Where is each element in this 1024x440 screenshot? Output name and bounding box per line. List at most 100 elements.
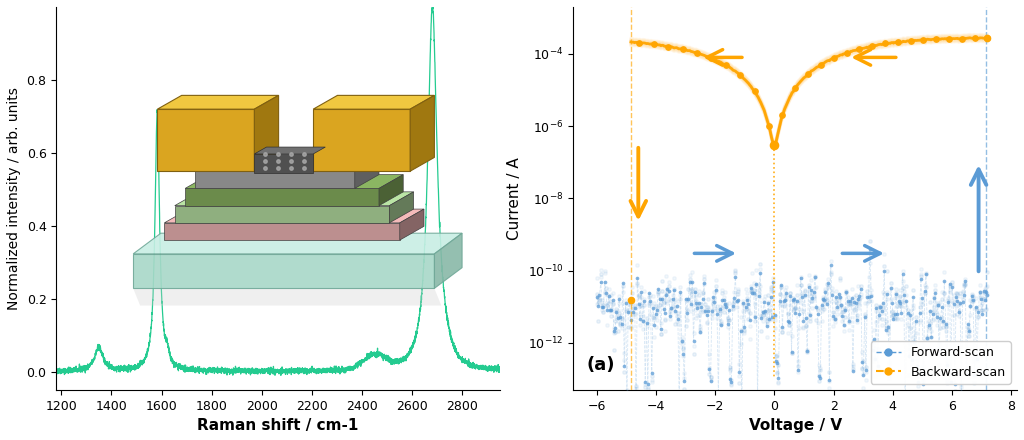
- Point: [944, 279, 961, 286]
- Point: [940, 302, 956, 309]
- Point: [660, 282, 677, 290]
- Point: [864, 357, 881, 364]
- Point: [908, 363, 925, 370]
- Point: [932, 317, 948, 324]
- Point: [692, 328, 709, 335]
- Point: [915, 378, 932, 385]
- Point: [742, 283, 759, 290]
- Point: [725, 305, 741, 312]
- Point: [671, 391, 687, 398]
- Point: [775, 303, 792, 310]
- Point: [667, 296, 683, 303]
- Point: [600, 300, 616, 307]
- Point: [879, 289, 895, 296]
- Point: [809, 311, 825, 318]
- Point: [664, 304, 680, 312]
- Point: [883, 284, 899, 291]
- Point: [859, 292, 876, 299]
- Point: [795, 317, 811, 324]
- Point: [589, 275, 605, 282]
- Point: [964, 292, 980, 299]
- Point: [623, 325, 639, 332]
- Point: [927, 298, 943, 305]
- Point: [856, 312, 872, 319]
- Point: [674, 338, 690, 345]
- Point: [930, 301, 946, 308]
- Point: [750, 396, 766, 403]
- Point: [837, 306, 853, 313]
- Point: [658, 292, 675, 299]
- Point: [689, 301, 706, 308]
- Point: [914, 300, 931, 307]
- Point: [649, 317, 666, 324]
- Point: [887, 314, 903, 321]
- Point: [713, 321, 729, 328]
- Point: [856, 314, 872, 321]
- Point: [602, 297, 618, 304]
- Point: [766, 324, 782, 331]
- Point: [751, 281, 767, 288]
- Point: [827, 294, 844, 301]
- Point: [780, 318, 797, 325]
- Point: [712, 306, 728, 313]
- Point: [948, 296, 965, 303]
- Point: [815, 294, 831, 301]
- Point: [923, 352, 939, 359]
- Point: [665, 296, 681, 303]
- Point: [645, 314, 662, 321]
- Point: [732, 340, 749, 347]
- Point: [939, 380, 955, 387]
- Point: [719, 320, 735, 327]
- Point: [894, 270, 910, 277]
- Point: [632, 311, 648, 318]
- Point: [590, 299, 606, 306]
- Point: [711, 391, 727, 398]
- Point: [768, 352, 784, 359]
- Point: [717, 300, 733, 307]
- Point: [827, 288, 844, 295]
- Point: [650, 290, 667, 297]
- Point: [798, 314, 814, 321]
- Point: [658, 273, 675, 280]
- Point: [941, 35, 957, 42]
- Point: [877, 251, 893, 258]
- Point: [722, 366, 738, 373]
- Point: [923, 334, 939, 341]
- Point: [701, 351, 718, 358]
- Point: [635, 312, 651, 319]
- Point: [925, 310, 941, 317]
- Point: [731, 373, 748, 380]
- Point: [696, 279, 713, 286]
- Point: [839, 289, 855, 296]
- Point: [693, 308, 710, 315]
- Point: [599, 303, 615, 310]
- Point: [718, 304, 734, 311]
- Point: [622, 297, 638, 304]
- Point: [878, 326, 894, 334]
- Point: [864, 346, 881, 353]
- Point: [824, 291, 841, 298]
- Point: [927, 287, 943, 294]
- Point: [713, 320, 729, 327]
- Point: [790, 363, 806, 370]
- Point: [936, 268, 952, 275]
- Point: [826, 318, 843, 325]
- Point: [820, 282, 837, 289]
- Point: [914, 308, 931, 315]
- Point: [612, 319, 629, 326]
- Point: [604, 297, 621, 304]
- Point: [902, 37, 919, 44]
- Point: [680, 296, 696, 303]
- Point: [870, 314, 887, 321]
- Point: [727, 266, 743, 273]
- Point: [649, 304, 666, 311]
- Point: [953, 383, 970, 390]
- Point: [783, 350, 800, 357]
- Point: [612, 313, 629, 320]
- Point: [702, 376, 719, 383]
- Point: [802, 314, 818, 321]
- Point: [656, 316, 673, 323]
- Point: [891, 298, 907, 305]
- Point: [713, 318, 729, 325]
- Point: [771, 290, 787, 297]
